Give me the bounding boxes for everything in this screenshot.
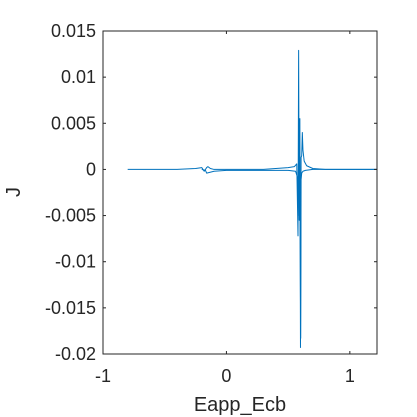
series-line-2 [201, 162, 377, 339]
x-tick-label: 1 [345, 366, 355, 386]
y-tick-label: 0.01 [61, 67, 96, 87]
y-tick-label: 0.015 [51, 21, 96, 41]
series-line-1 [127, 49, 377, 349]
x-tick-label: 0 [221, 366, 231, 386]
axes-box [102, 30, 378, 355]
y-tick-label: -0.02 [55, 344, 96, 364]
ticks-layer: -1 0 1 -0.02 -0.015 -0.01 -0.005 0 0.005 0.01 0.01… [45, 21, 377, 386]
y-tick-label: -0.015 [45, 298, 96, 318]
y-tick-label: 0.005 [51, 113, 96, 133]
x-axis-label: Eapp_Ecb [194, 394, 286, 416]
series-layer [127, 49, 377, 349]
y-tick-label: -0.01 [55, 252, 96, 272]
y-tick-label: 0 [86, 159, 96, 179]
y-tick-label: -0.005 [45, 206, 96, 226]
plot-area [103, 31, 377, 354]
axes-layer [102, 30, 378, 355]
y-axis-label: J [3, 187, 25, 197]
x-tick-label: -1 [95, 366, 111, 386]
